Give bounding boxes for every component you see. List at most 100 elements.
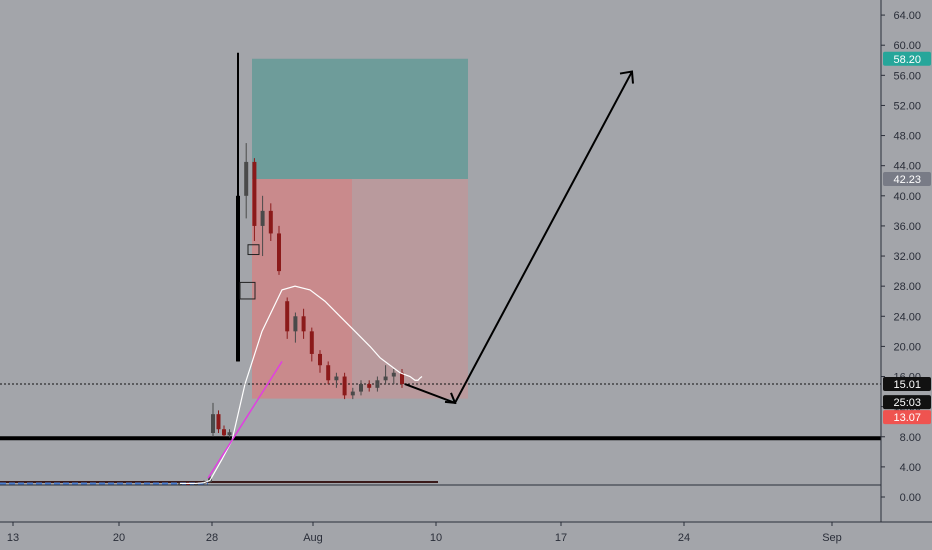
candles-group <box>178 52 404 486</box>
candle-body <box>268 210 273 234</box>
price-tag-background <box>883 51 931 66</box>
candle-body <box>326 365 331 381</box>
price-tag[interactable]: 42.23 <box>883 172 931 187</box>
price-tick-label: 52.00 <box>893 100 921 112</box>
candle <box>350 387 355 400</box>
price-tag-background <box>883 172 931 187</box>
candle <box>268 203 273 241</box>
candle <box>216 410 221 433</box>
candle <box>260 195 265 257</box>
price-tag-label: 42.23 <box>893 174 921 186</box>
time-tick-label: 13 <box>7 532 19 544</box>
candle-body <box>222 429 226 436</box>
time-tick-label: 20 <box>113 532 125 544</box>
price-tick-label: 64.00 <box>893 10 921 22</box>
candle <box>391 368 396 385</box>
loss-zone-extension <box>352 179 468 399</box>
candle <box>293 312 298 343</box>
candle-body <box>350 391 355 396</box>
price-tick-label: 36.00 <box>893 221 921 233</box>
candle <box>383 365 388 385</box>
time-axis[interactable]: 13 20 28 Aug 10 17 24 Sep <box>0 521 932 544</box>
price-tag-label: 13.07 <box>893 412 921 424</box>
candle-body <box>216 414 221 430</box>
price-tick-label: 32.00 <box>893 251 921 263</box>
price-tag-background <box>883 376 931 391</box>
price-tag[interactable]: 58.20 <box>883 51 931 66</box>
moving-average-line <box>180 285 423 485</box>
price-tick-label: 56.00 <box>893 70 921 82</box>
price-tag-label: 58.20 <box>893 54 921 66</box>
price-tick-label: 28.00 <box>893 281 921 293</box>
time-tick-label: 28 <box>206 532 218 544</box>
price-tag[interactable]: 13.07 <box>883 410 931 425</box>
candle <box>277 225 281 275</box>
candle <box>309 327 314 362</box>
candle <box>342 372 347 400</box>
price-tick-label: 4.00 <box>900 462 921 474</box>
candle-body <box>367 384 372 388</box>
candle-body <box>375 380 380 388</box>
price-tick-label: 0.00 <box>900 492 921 504</box>
candle-body <box>391 372 396 377</box>
candle-body <box>293 316 298 332</box>
candle-body <box>260 210 265 226</box>
annotation-box[interactable] <box>247 244 260 256</box>
candle-body <box>400 372 404 385</box>
time-tick-label: Aug <box>303 532 323 544</box>
candle <box>227 429 232 438</box>
price-tag-background <box>883 410 931 425</box>
price-tick-label: 60.00 <box>893 40 921 52</box>
candle-body <box>301 316 306 332</box>
candle-body <box>309 331 314 354</box>
candle <box>222 425 226 437</box>
candle-body <box>342 376 347 396</box>
plot-area[interactable] <box>0 52 881 486</box>
candle-body <box>285 301 290 332</box>
candle <box>318 350 322 373</box>
candle-body <box>277 233 281 272</box>
candle-body <box>236 195 240 362</box>
price-tick-label: 20.00 <box>893 341 921 353</box>
candle-body <box>383 376 388 381</box>
loss-zone[interactable] <box>252 179 352 399</box>
arrowhead-down <box>444 392 457 405</box>
profit-zone[interactable] <box>252 58 468 180</box>
price-tick-label: 40.00 <box>893 191 921 203</box>
price-tag[interactable]: 25:03 <box>883 395 931 410</box>
price-tick-label: 44.00 <box>893 161 921 173</box>
price-axis[interactable]: 64.00 60.00 56.00 52.00 48.00 44.00 40.00 36.00… <box>880 0 931 522</box>
candle <box>375 376 380 392</box>
time-tick-label: 24 <box>678 532 690 544</box>
time-tick-label: 17 <box>555 532 567 544</box>
candle-body <box>334 376 339 381</box>
candle <box>244 143 249 219</box>
price-tag-label: 25:03 <box>893 397 921 409</box>
candle-body <box>252 161 257 226</box>
price-tag[interactable]: 15.01 <box>883 376 931 391</box>
candle <box>400 368 404 388</box>
trend-line[interactable] <box>207 361 283 479</box>
annotation-box[interactable] <box>239 281 256 300</box>
price-tick-label: 48.00 <box>893 131 921 143</box>
candle <box>252 158 257 241</box>
candle-body <box>318 353 322 366</box>
candle-body <box>211 414 215 433</box>
price-tick-label: 8.00 <box>900 432 921 444</box>
candle <box>285 297 290 339</box>
candle-body <box>244 161 249 196</box>
arrowhead-up <box>619 70 634 84</box>
candle-body <box>359 384 363 392</box>
price-tag-label: 15.01 <box>893 379 921 391</box>
candle <box>359 380 363 396</box>
candle <box>301 308 306 339</box>
candle-body <box>227 432 232 436</box>
candle <box>334 372 339 388</box>
candle <box>326 361 331 385</box>
candle <box>236 52 240 362</box>
time-tick-label: Sep <box>822 532 842 544</box>
candle <box>367 380 372 392</box>
price-tick-label: 24.00 <box>893 311 921 323</box>
price-tag-background <box>883 395 931 410</box>
